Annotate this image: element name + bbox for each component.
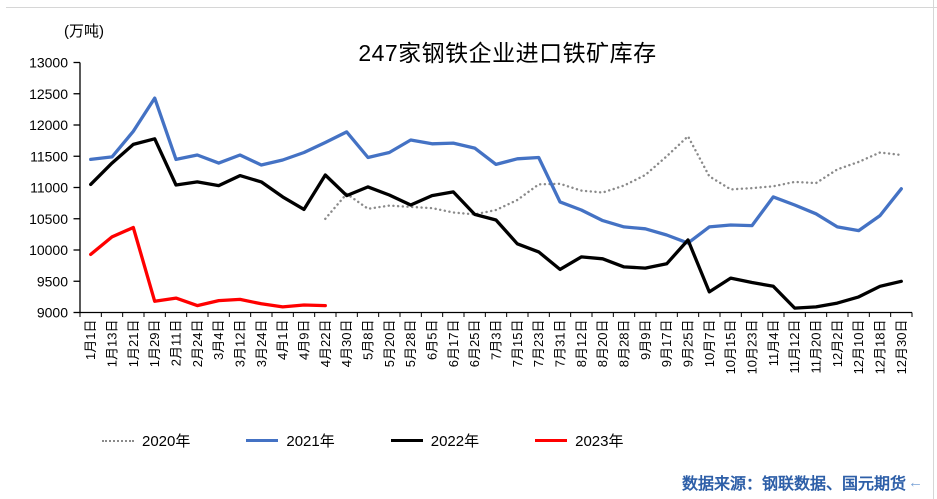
- svg-text:1月1日: 1月1日: [83, 320, 98, 360]
- svg-text:11500: 11500: [30, 148, 68, 164]
- y-axis-unit-label: (万吨): [64, 23, 104, 40]
- x-axis-ticks: [79, 312, 913, 317]
- svg-text:9000: 9000: [37, 305, 68, 321]
- svg-text:10000: 10000: [29, 242, 68, 258]
- svg-text:12月2日: 12月2日: [830, 320, 845, 368]
- svg-text:7月31日: 7月31日: [553, 320, 568, 368]
- series-line-2021年: [89, 96, 903, 245]
- svg-text:7月23日: 7月23日: [531, 320, 546, 368]
- legend-label-2021: 2021年: [286, 433, 335, 450]
- svg-text:1月13日: 1月13日: [105, 320, 120, 368]
- svg-text:12500: 12500: [29, 86, 68, 102]
- series-line-2022年: [89, 137, 903, 310]
- svg-text:8月28日: 8月28日: [617, 320, 632, 368]
- y-axis-labels: 13000 12500 12000 11500 11000 10500 10000 9500 9…: [29, 55, 68, 321]
- svg-text:3月12日: 3月12日: [233, 320, 248, 368]
- svg-text:8月20日: 8月20日: [595, 320, 610, 368]
- svg-text:10月23日: 10月23日: [745, 320, 760, 375]
- svg-text:7月15日: 7月15日: [510, 320, 525, 368]
- legend-marker-2022-solid-line: [390, 438, 423, 443]
- series-line-2020年: [324, 135, 903, 221]
- page-right-edge-line: [933, 0, 934, 499]
- svg-text:6月5日: 6月5日: [425, 320, 440, 360]
- svg-text:5月20日: 5月20日: [382, 320, 397, 368]
- legend-item-2023: 2023年: [535, 430, 624, 451]
- svg-text:12月18日: 12月18日: [873, 320, 888, 375]
- inventory-line-chart: 13000 12500 12000 11500 11000 10500 10000 9500 9…: [29, 55, 913, 374]
- svg-text:3月24日: 3月24日: [254, 320, 269, 368]
- svg-text:11月12日: 11月12日: [787, 320, 802, 374]
- chart-legend: 2020年 2021年 2022年 2023年: [102, 430, 624, 451]
- legend-label-2022: 2022年: [430, 433, 480, 450]
- legend-marker-2021-solid-line: [246, 438, 279, 443]
- svg-text:13000: 13000: [29, 55, 68, 71]
- svg-text:3月4日: 3月4日: [211, 320, 226, 360]
- legend-item-2022: 2022年: [390, 430, 480, 451]
- svg-text:10月7日: 10月7日: [702, 320, 717, 368]
- data-source-note: 数据来源：钢联数据、国元期货 ←: [682, 470, 923, 494]
- svg-text:9月25日: 9月25日: [681, 320, 696, 368]
- svg-text:11月20日: 11月20日: [809, 320, 824, 374]
- svg-text:11月4日: 11月4日: [766, 320, 781, 367]
- svg-text:5月28日: 5月28日: [403, 320, 418, 368]
- legend-item-2021: 2021年: [246, 430, 335, 451]
- legend-item-2020: 2020年: [102, 430, 190, 451]
- svg-text:10月15日: 10月15日: [723, 320, 738, 375]
- svg-text:12月30日: 12月30日: [894, 320, 909, 375]
- svg-text:1月21日: 1月21日: [126, 320, 141, 368]
- svg-text:9月17日: 9月17日: [659, 320, 674, 368]
- legend-marker-2020-dotted-line: [102, 439, 134, 442]
- chart-title: 247家钢铁企业进口铁矿库存: [358, 40, 657, 66]
- legend-label-2020: 2020年: [142, 433, 191, 450]
- svg-text:11000: 11000: [30, 180, 68, 196]
- legend-marker-2023-solid-line: [535, 438, 568, 443]
- svg-text:2月24日: 2月24日: [190, 320, 205, 368]
- svg-text:12000: 12000: [29, 117, 68, 133]
- svg-text:6月17日: 6月17日: [446, 320, 461, 368]
- svg-text:4月30日: 4月30日: [339, 320, 354, 368]
- y-axis-ticks: [73, 61, 80, 314]
- data-source-text: 数据来源：钢联数据、国元期货: [681, 476, 906, 493]
- svg-text:4月9日: 4月9日: [297, 320, 312, 360]
- series-line-2023年: [89, 225, 327, 309]
- x-axis-labels: 1月1日 1月13日 1月21日 1月29日 2月11日 2月24日 3月4日 3月12日 3月…: [83, 319, 909, 374]
- svg-text:12月10日: 12月10日: [851, 320, 866, 375]
- svg-text:2月11日: 2月11日: [169, 320, 184, 367]
- svg-text:9月9日: 9月9日: [638, 320, 653, 360]
- svg-text:7月3日: 7月3日: [489, 320, 504, 360]
- svg-text:6月25日: 6月25日: [467, 319, 482, 367]
- paragraph-mark: ←: [908, 473, 923, 491]
- svg-text:5月8日: 5月8日: [361, 320, 376, 360]
- svg-text:4月1日: 4月1日: [275, 320, 290, 360]
- axes: [79, 62, 912, 314]
- page-top-edge-line: [6, 7, 937, 8]
- svg-text:10500: 10500: [29, 211, 68, 227]
- legend-label-2023: 2023年: [575, 433, 624, 450]
- svg-text:1月29日: 1月29日: [147, 320, 162, 368]
- svg-text:9500: 9500: [37, 273, 68, 289]
- svg-text:4月22日: 4月22日: [318, 320, 333, 368]
- svg-text:8月12日: 8月12日: [574, 320, 589, 368]
